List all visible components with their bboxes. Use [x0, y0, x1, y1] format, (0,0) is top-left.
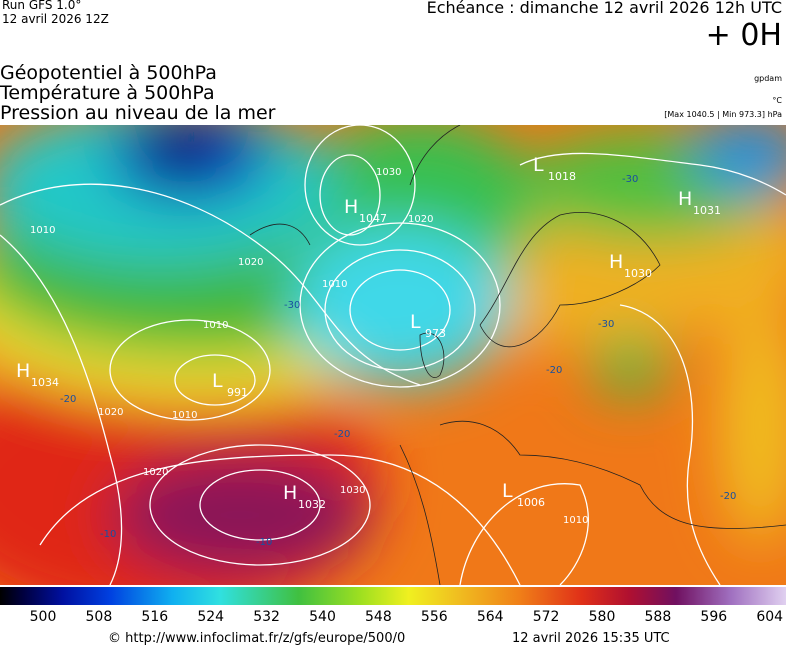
center-type: H [609, 251, 623, 273]
isobars [0, 125, 786, 585]
isobar-label: 1010 [322, 279, 347, 290]
unit: °C [772, 96, 782, 105]
center-type: H [344, 196, 358, 218]
center-type: L [212, 370, 223, 392]
title: Géopotentiel à 500hPa [0, 62, 217, 84]
center-value: 1031 [693, 204, 721, 217]
generated: 12 avril 2026 15:35 UTC [512, 631, 670, 646]
center-value: 973 [425, 327, 446, 340]
isobar-label: 1010 [563, 515, 588, 526]
temperature-label: -20 [60, 394, 76, 405]
center-value: 1030 [624, 267, 652, 280]
temperature-label: -20 [720, 491, 736, 502]
colorbar [0, 587, 786, 605]
unit: gpdam [754, 74, 782, 83]
center-value: 1018 [548, 170, 576, 183]
offset: + 0H [705, 18, 782, 53]
title: Pression au niveau de la mer [0, 102, 276, 124]
colorbar-label: 572 [532, 609, 560, 625]
echeance: Echéance : dimanche 12 avril 2026 12h UT… [426, 0, 782, 17]
colorbar-label: 532 [253, 609, 280, 625]
colorbar-label: 588 [644, 609, 672, 625]
source: © http://www.infoclimat.fr/z/gfs/europe/… [108, 631, 406, 646]
center-value: 991 [227, 386, 248, 399]
isobar-label: 1020 [143, 467, 168, 478]
isobar-label: 1020 [98, 407, 123, 418]
colorbar-label: 556 [420, 609, 448, 625]
temperature-field [0, 125, 786, 585]
center-value: 1032 [298, 498, 326, 511]
colorbar-label: 564 [476, 609, 504, 625]
run: Run GFS 1.0° [2, 0, 82, 12]
temperature-label: -30 [622, 174, 638, 185]
temperature-label: -10 [100, 529, 116, 540]
unit: [Max 1040.5 | Min 973.3] hPa [664, 110, 782, 119]
center-value: 1034 [31, 376, 59, 389]
colorbar-label: 596 [700, 609, 728, 625]
temperature-label: -10 [256, 537, 272, 548]
isobar-label: 1030 [376, 167, 401, 178]
isobar-label: 1010 [30, 225, 55, 236]
temperature-label: -30 [598, 319, 614, 330]
center-value: 1006 [517, 496, 545, 509]
temperature-label: -20 [334, 429, 350, 440]
colorbar-label: 524 [197, 609, 225, 625]
colorbar-label: 500 [29, 609, 57, 625]
colorbar-label: 580 [588, 609, 616, 625]
isobar-label: 1010 [203, 320, 228, 331]
center-type: L [410, 311, 421, 333]
center-type: H [16, 360, 30, 382]
temperature-label: -30 [284, 300, 300, 311]
colorbar-label: 548 [365, 609, 392, 625]
colorbar-label: 516 [141, 609, 169, 625]
center-type: L [533, 154, 544, 176]
isobar-label: 1020 [238, 257, 263, 268]
isobar-label: 1030 [340, 485, 365, 496]
temperature-label: -20 [546, 365, 562, 376]
center-type: L [502, 480, 513, 502]
run-date: 12 avril 2026 12Z [2, 12, 109, 26]
colorbar-label: 540 [309, 609, 336, 625]
center-value: 1047 [359, 212, 387, 225]
colorbar-label: 508 [85, 609, 113, 625]
center-type: H [678, 188, 692, 210]
isobar-label: 1010 [172, 410, 197, 421]
coastlines [249, 125, 786, 585]
title: Température à 500hPa [0, 82, 215, 104]
colorbar-label: 604 [756, 609, 784, 625]
isobar-label: 1020 [408, 214, 433, 225]
center-type: H [283, 482, 297, 504]
